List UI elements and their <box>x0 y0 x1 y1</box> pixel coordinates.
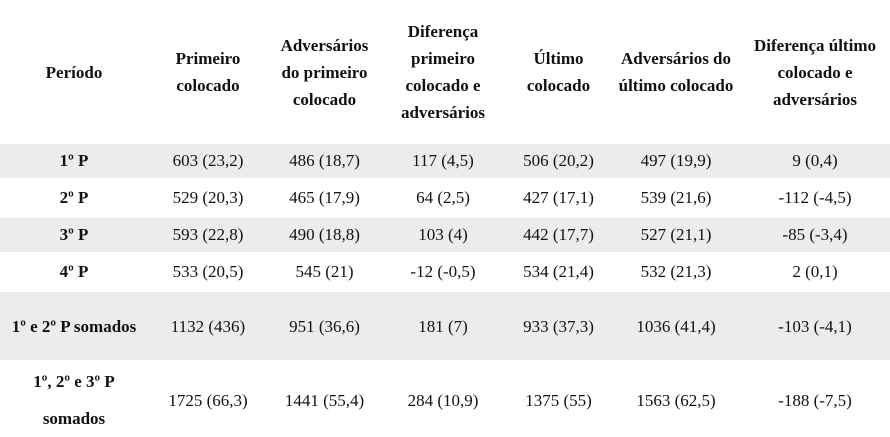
table-row: 3º P 593 (22,8) 490 (18,8) 103 (4) 442 (… <box>0 218 890 252</box>
header-primeiro-colocado: Primeiro colocado <box>175 49 241 95</box>
cell-diferenca-primeiro: 64 (2,5) <box>416 188 470 207</box>
spacer-cell <box>0 178 890 181</box>
cell-adversarios-ultimo: 539 (21,6) <box>640 188 712 207</box>
cell-adversarios-ultimo: 527 (21,1) <box>612 218 740 252</box>
cell-primeiro-colocado: 533 (20,5) <box>172 262 244 281</box>
cell-diferenca-ultimo: -85 (-3,4) <box>740 218 890 252</box>
cell-primeiro-colocado: 593 (22,8) <box>148 218 268 252</box>
cell-adversarios-primeiro: 1441 (55,4) <box>284 390 365 410</box>
spacer-cell <box>0 215 890 218</box>
cell-adversarios-ultimo: 497 (19,9) <box>612 144 740 178</box>
header-ultimo-colocado: Último colocado <box>526 49 591 95</box>
cell-diferenca-primeiro: 103 (4) <box>381 218 505 252</box>
cell-diferenca-ultimo: -103 (-4,1) <box>740 292 890 360</box>
cell-periodo: 1º, 2º e 3º P somados <box>33 372 115 428</box>
cell-primeiro-colocado: 529 (20,3) <box>172 188 244 207</box>
header-periodo: Período <box>45 62 103 82</box>
cell-ultimo-colocado: 427 (17,1) <box>523 188 594 207</box>
cell-ultimo-colocado: 534 (21,4) <box>523 262 594 281</box>
cell-periodo: 4º P <box>59 262 89 281</box>
cell-ultimo-colocado: 442 (17,7) <box>505 218 612 252</box>
header-adversarios-ultimo: Adversários do último colocado <box>618 49 734 95</box>
cell-adversarios-primeiro: 951 (36,6) <box>268 292 381 360</box>
cell-diferenca-primeiro: 117 (4,5) <box>381 144 505 178</box>
cell-diferenca-ultimo: 2 (0,1) <box>792 262 838 281</box>
header-row: Período Primeiro colocado Adversários do… <box>0 0 890 144</box>
cell-diferenca-primeiro: 284 (10,9) <box>407 390 479 410</box>
header-diferenca-primeiro: Diferença primeiro colocado e adversário… <box>400 22 486 122</box>
cell-primeiro-colocado: 1132 (436) <box>148 292 268 360</box>
cell-adversarios-ultimo: 532 (21,3) <box>640 262 712 281</box>
header-adversarios-primeiro: Adversários do primeiro colocado <box>280 35 369 109</box>
table-row: 1º, 2º e 3º P somados 1725 (66,3) 1441 (… <box>0 363 890 437</box>
row-spacer <box>0 252 890 255</box>
cell-adversarios-primeiro: 545 (21) <box>295 262 354 281</box>
cell-diferenca-ultimo: 9 (0,4) <box>740 144 890 178</box>
header-diferenca-ultimo: Diferença último colocado e adversários <box>754 35 876 109</box>
cell-ultimo-colocado: 506 (20,2) <box>505 144 612 178</box>
cell-primeiro-colocado: 603 (23,2) <box>148 144 268 178</box>
row-spacer <box>0 215 890 218</box>
cell-adversarios-ultimo: 1036 (41,4) <box>612 292 740 360</box>
cell-ultimo-colocado: 1375 (55) <box>525 390 592 410</box>
table-row: 1º P 603 (23,2) 486 (18,7) 117 (4,5) 506… <box>0 144 890 178</box>
row-spacer <box>0 289 890 292</box>
row-spacer <box>0 178 890 181</box>
spacer-cell <box>0 360 890 363</box>
cell-adversarios-primeiro: 490 (18,8) <box>268 218 381 252</box>
cell-adversarios-ultimo: 1563 (62,5) <box>636 390 716 410</box>
cell-diferenca-primeiro: 181 (7) <box>381 292 505 360</box>
cell-periodo: 1º e 2º P somados <box>0 292 148 360</box>
cell-periodo: 3º P <box>0 218 148 252</box>
table-row: 1º e 2º P somados 1132 (436) 951 (36,6) … <box>0 292 890 360</box>
spacer-cell <box>0 289 890 292</box>
table-body: 1º P 603 (23,2) 486 (18,7) 117 (4,5) 506… <box>0 144 890 437</box>
cell-periodo: 2º P <box>59 188 89 207</box>
table-row: 2º P 529 (20,3) 465 (17,9) 64 (2,5) 427 … <box>0 181 890 215</box>
results-table-container: Período Primeiro colocado Adversários do… <box>0 22 890 428</box>
table-row: 4º P 533 (20,5) 545 (21) -12 (-0,5) 534 … <box>0 255 890 289</box>
row-spacer <box>0 360 890 363</box>
table-header: Período Primeiro colocado Adversários do… <box>0 0 890 144</box>
cell-primeiro-colocado: 1725 (66,3) <box>168 390 248 410</box>
cell-adversarios-primeiro: 486 (18,7) <box>268 144 381 178</box>
spacer-cell <box>0 252 890 255</box>
cell-diferenca-ultimo: -188 (-7,5) <box>778 390 852 410</box>
cell-diferenca-primeiro: -12 (-0,5) <box>410 262 476 281</box>
cell-adversarios-primeiro: 465 (17,9) <box>289 188 360 207</box>
cell-ultimo-colocado: 933 (37,3) <box>505 292 612 360</box>
cell-periodo: 1º P <box>0 144 148 178</box>
cell-diferenca-ultimo: -112 (-4,5) <box>778 188 852 207</box>
